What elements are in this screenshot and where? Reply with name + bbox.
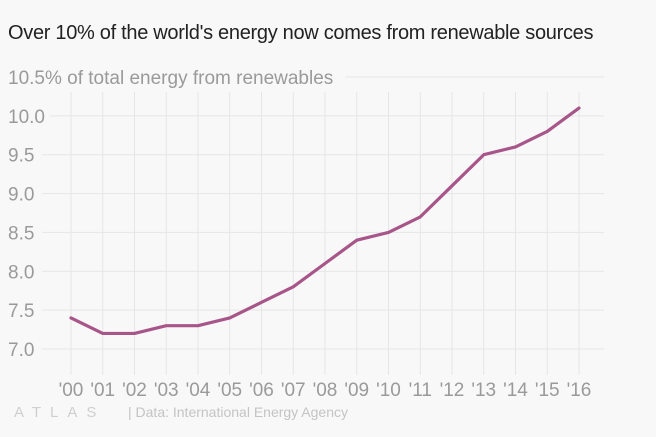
x-tick-label: '14 [503,380,528,401]
atlas-logo: ATLAS [14,404,106,421]
x-tick-label: '09 [344,380,369,401]
y-tick-label: 9.5 [8,146,34,167]
y-tick-label: 7.5 [8,301,34,322]
x-tick-label: '11 [409,380,432,401]
series [69,106,581,336]
y-tick-label: 10.0 [8,107,45,128]
x-tick-label: '06 [249,380,274,401]
source-note: | Data: International Energy Agency [128,404,348,420]
x-tick-label: '07 [281,380,306,401]
x-tick-label: '13 [471,380,496,401]
grid [42,76,604,375]
y-axis: 7.0 7.5 8.0 8.5 9.0 9.5 10.0 10.5% of total ene… [8,68,333,361]
x-tick-label: '16 [567,380,592,401]
x-axis: '00 '01 '02 '03 '04 '05 '06 '07 '08 '09 '10 '11 '12 '… [59,380,592,401]
x-tick-label: '12 [440,380,465,401]
y-tick-label: 8.0 [8,262,34,283]
x-tick-label: '02 [122,380,147,401]
y-tick-label: 7.0 [8,340,34,361]
x-tick-label: '03 [154,380,179,401]
chart-title: Over 10% of the world's energy now comes… [8,22,594,44]
y-tick-label: 8.5 [8,223,34,244]
footer: ATLAS | Data: International Energy Agenc… [14,404,348,421]
x-tick-label: '08 [313,380,338,401]
x-tick-label: '01 [90,380,115,401]
x-tick-label: '04 [186,380,211,401]
y-tick-label: 9.0 [8,185,34,206]
x-tick-label: '15 [535,380,560,401]
x-tick-label: '00 [59,380,84,401]
x-tick-label: '10 [376,380,401,401]
x-tick-label: '05 [217,380,242,401]
y-tick-label: 10.5% of total energy from renewables [8,68,333,89]
